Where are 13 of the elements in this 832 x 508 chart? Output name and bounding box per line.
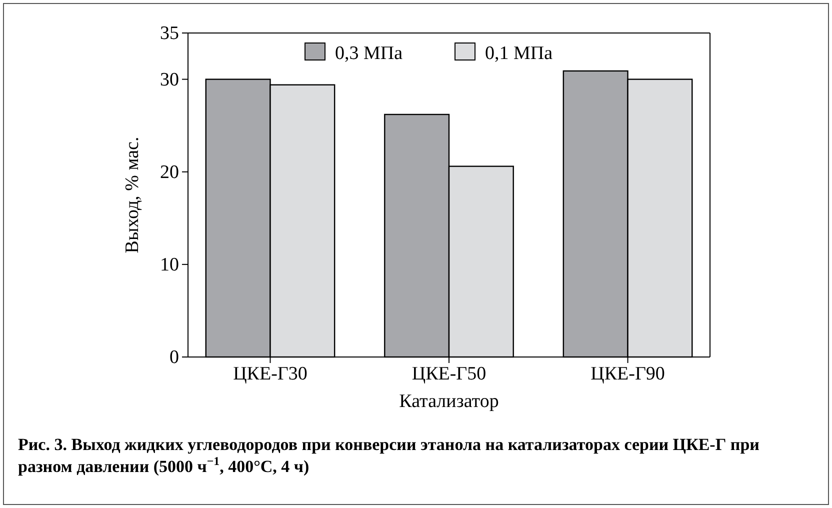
y-tick-label: 0 bbox=[170, 347, 179, 368]
legend-label: 0,1 МПа bbox=[485, 43, 554, 64]
x-tick-label: ЦКЕ-Г90 bbox=[590, 363, 665, 384]
x-tick-label: ЦКЕ-Г30 bbox=[233, 363, 308, 384]
x-tick-label: ЦКЕ-Г50 bbox=[412, 363, 486, 384]
legend-label: 0,3 МПа bbox=[335, 43, 404, 64]
text: Рис. 3. Выход жидких углеводородов при конверсии этанола на катализаторах серии ЦКЕ-Г при разном давлении (5000 ч$^{−1}$, 400°C, 4 ч) bbox=[18, 435, 760, 476]
y-tick-label: 10 bbox=[160, 254, 179, 276]
y-tick-label: 35 bbox=[160, 23, 179, 44]
x-axis-title: Катализатор bbox=[399, 391, 499, 412]
y-axis-title: Выход, % мас. bbox=[122, 136, 143, 254]
y-tick-label: 30 bbox=[160, 69, 179, 90]
y-tick-label: 20 bbox=[160, 162, 179, 183]
